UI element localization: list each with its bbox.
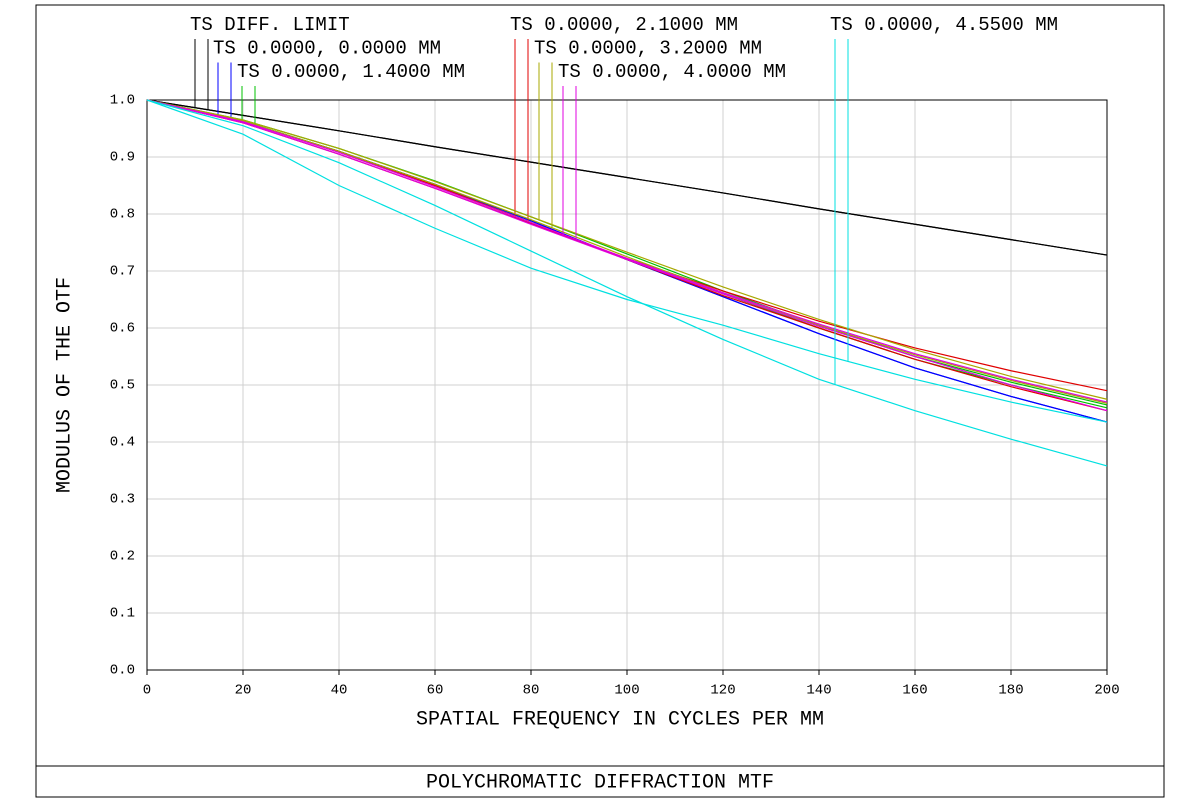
y-tick-label: 0.7	[110, 264, 135, 280]
x-tick-label: 160	[902, 683, 927, 699]
chart-title: POLYCHROMATIC DIFFRACTION MTF	[426, 771, 774, 794]
mtf-curve	[146, 99, 1108, 467]
mtf-curve	[146, 99, 1108, 256]
x-tick-label: 40	[331, 683, 348, 699]
x-tick-label: 60	[427, 683, 444, 699]
x-tick-label: 0	[143, 683, 151, 699]
x-tick-label: 80	[523, 683, 540, 699]
y-tick-label: 0.9	[110, 150, 135, 166]
frame	[35, 4, 1165, 798]
legend-entry: TS DIFF. LIMIT	[190, 14, 350, 36]
mtf-curve	[146, 99, 1108, 404]
legend-entry: TS 0.0000, 3.2000 MM	[534, 38, 762, 60]
x-axis-label: SPATIAL FREQUENCY IN CYCLES PER MM	[416, 708, 824, 731]
x-tick-label: 200	[1094, 683, 1119, 699]
plot-border	[146, 99, 1108, 671]
y-tick-label: 1.0	[110, 93, 135, 109]
x-tick-label: 20	[235, 683, 252, 699]
legend-entry: TS 0.0000, 1.4000 MM	[237, 61, 465, 83]
y-tick-label: 0.8	[110, 207, 135, 223]
y-tick-label: 0.4	[110, 435, 135, 451]
legend-entry: TS 0.0000, 0.0000 MM	[213, 38, 441, 60]
y-tick-label: 0.2	[110, 549, 135, 565]
legend-entry: TS 0.0000, 2.1000 MM	[510, 14, 738, 36]
y-tick-label: 0.6	[110, 321, 135, 337]
x-tick-label: 120	[710, 683, 735, 699]
x-tick-label: 180	[998, 683, 1023, 699]
x-tick-label: 100	[614, 683, 639, 699]
y-axis-label: MODULUS OF THE OTF	[53, 277, 76, 493]
legend-entry: TS 0.0000, 4.0000 MM	[558, 61, 786, 83]
mtf-curve	[146, 99, 1108, 400]
x-tick-label: 140	[806, 683, 831, 699]
mtf-curve	[146, 99, 1108, 403]
mtf-curve	[146, 99, 1108, 423]
mtf-curve	[146, 99, 1108, 412]
y-tick-label: 0.3	[110, 492, 135, 508]
y-tick-label: 0.0	[110, 663, 135, 679]
y-tick-label: 0.1	[110, 606, 135, 622]
y-tick-label: 0.5	[110, 378, 135, 394]
legend-entry: TS 0.0000, 4.5500 MM	[830, 14, 1058, 36]
